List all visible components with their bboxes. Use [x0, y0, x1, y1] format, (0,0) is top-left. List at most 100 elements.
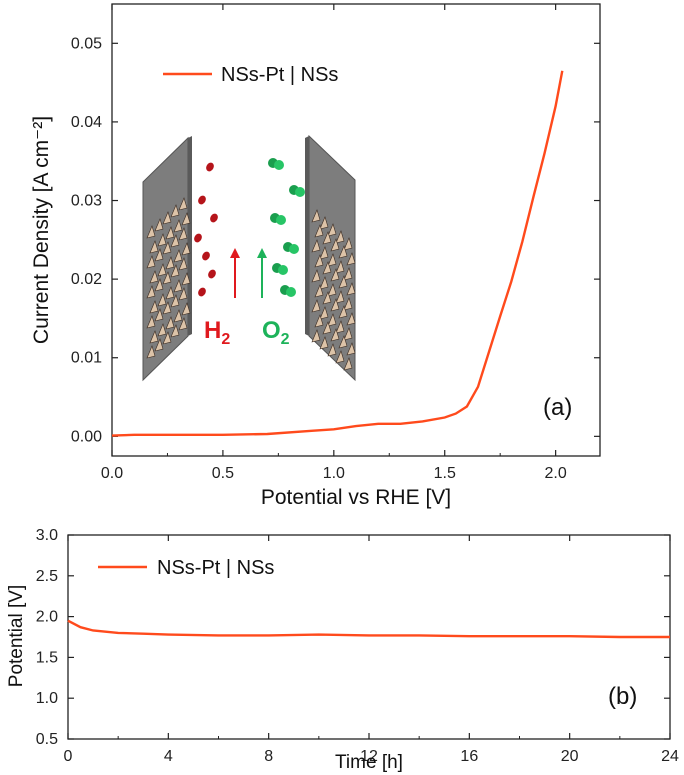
nanosheet [319, 336, 329, 350]
x-tick-label: 2.0 [545, 465, 567, 482]
nanosheet [322, 231, 332, 245]
y-tick-label: 0.03 [71, 193, 102, 210]
nanosheet [157, 263, 167, 277]
nanosheet [343, 357, 353, 371]
nanosheet [146, 255, 156, 269]
left-nanosheet-array [146, 197, 191, 359]
nanosheet [343, 237, 353, 251]
nanosheet [181, 242, 191, 256]
nanosheet [146, 225, 156, 239]
o2-subscript: 2 [281, 331, 290, 348]
h2-bubble [206, 162, 214, 172]
nanosheet [330, 328, 340, 342]
x-axis-label-b: Time [h] [335, 752, 403, 773]
y-tick-label: 2.0 [36, 609, 58, 626]
nanosheet [162, 211, 172, 225]
nanosheet [173, 279, 183, 293]
nanosheet [162, 331, 172, 345]
nanosheet [343, 327, 353, 341]
nanosheet [319, 306, 329, 320]
nanosheet [149, 330, 159, 344]
nanosheet [346, 252, 356, 266]
nanosheet [178, 227, 188, 241]
h2-subscript: 2 [221, 331, 230, 348]
nanosheet [330, 298, 340, 312]
nanosheet [170, 324, 180, 338]
nanosheet [311, 209, 321, 223]
x-tick-labels-a: 0.0 0.5 1.0 1.5 2.0 [101, 465, 567, 482]
o2-label: O2 [262, 317, 290, 348]
nanosheet [162, 301, 172, 315]
x-tick-label: 8 [264, 748, 273, 765]
right-electrode-edge [305, 136, 309, 336]
legend-label-a: NSs-Pt | NSs [221, 64, 338, 86]
h2-bubble [198, 195, 206, 205]
nanosheet [346, 342, 356, 356]
y-tick-label: 1.0 [36, 690, 58, 707]
nanosheet [314, 284, 324, 298]
nanosheet [330, 268, 340, 282]
nanosheet [319, 246, 329, 260]
y-tick-label: 0.04 [71, 114, 102, 131]
y-tick-label: 1.5 [36, 649, 58, 666]
right-nanosheet-array [311, 209, 356, 371]
nanosheet [146, 315, 156, 329]
left-electrode-edge [188, 136, 192, 336]
nanosheet [154, 278, 164, 292]
y-tick-label: 0.05 [71, 35, 102, 52]
nanosheet [170, 294, 180, 308]
o2-bubble [295, 187, 305, 197]
nanosheet [162, 271, 172, 285]
nanosheet [327, 223, 337, 237]
x-tick-label: 1.0 [323, 465, 345, 482]
nanosheet [149, 240, 159, 254]
h2-bubble [194, 233, 202, 243]
x-tick-label: 1.5 [434, 465, 456, 482]
nanosheet [311, 299, 321, 313]
nanosheet [311, 329, 321, 343]
plot-frame-a [111, 3, 601, 457]
x-tick-label: 0.0 [101, 465, 123, 482]
nanosheet [178, 197, 188, 211]
x-axis-label-a: Potential vs RHE [V] [261, 486, 451, 509]
h2-label: H2 [204, 317, 230, 348]
nanosheet [330, 238, 340, 252]
nanosheet [165, 226, 175, 240]
series-line-a [111, 70, 564, 437]
legend-label-b: NSs-Pt | NSs [157, 557, 274, 579]
nanosheet [319, 276, 329, 290]
nanosheet [322, 291, 332, 305]
nanosheet [322, 261, 332, 275]
series-line-b [67, 619, 670, 639]
nanosheet [322, 321, 332, 335]
nanosheet [154, 308, 164, 322]
o2-bubble [278, 265, 288, 275]
nanosheet [335, 290, 345, 304]
nanosheet [314, 314, 324, 328]
nanosheet [338, 335, 348, 349]
nanosheet [338, 245, 348, 259]
axis-ticks-a [111, 4, 600, 456]
o2-bubble [289, 244, 299, 254]
nanosheet [343, 297, 353, 311]
nanosheet [338, 305, 348, 319]
nanosheet [181, 272, 191, 286]
x-tick-label: 16 [460, 748, 478, 765]
nanosheet [154, 248, 164, 262]
nanosheet [311, 239, 321, 253]
nanosheet [338, 275, 348, 289]
nanosheet [319, 216, 329, 230]
nanosheet [173, 309, 183, 323]
x-tick-label: 0.5 [212, 465, 234, 482]
y-tick-labels-a: 0.00 0.01 0.02 0.03 0.04 0.05 [71, 35, 102, 445]
x-tick-label: 4 [164, 748, 173, 765]
nanosheet [173, 249, 183, 263]
o2-bubbles [268, 158, 305, 297]
o2-bubble [276, 215, 286, 225]
nanosheet [165, 316, 175, 330]
nanosheet [335, 260, 345, 274]
nanosheet [165, 286, 175, 300]
nanosheet [327, 253, 337, 267]
panel-label-b: (b) [608, 683, 637, 710]
